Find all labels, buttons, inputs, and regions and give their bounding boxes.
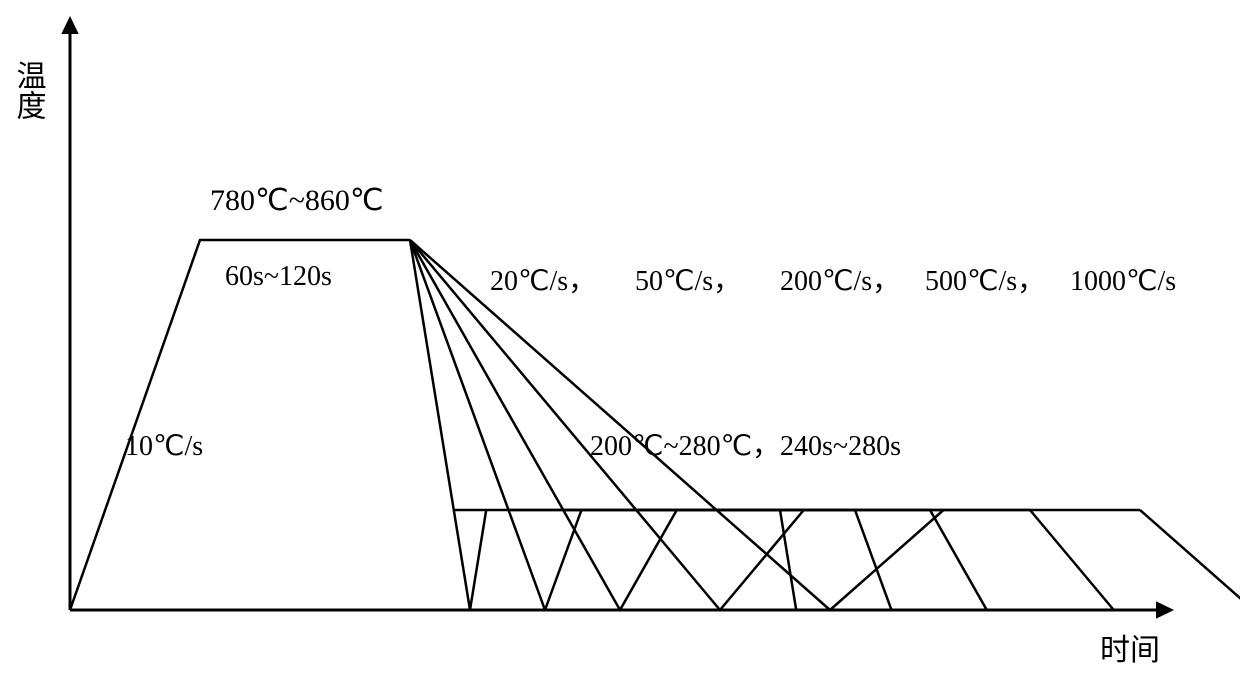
- hold-params-label: 200℃~280℃，240s~280s: [590, 431, 901, 462]
- x-axis-label: 时间: [1100, 634, 1160, 667]
- soak-time-label: 60s~120s: [225, 261, 332, 292]
- heat-rate-label: 10℃/s: [125, 431, 203, 462]
- cooling-rate-label-4: 1000℃/s: [1070, 266, 1176, 297]
- cooling-rate-label-3: 500℃/s，: [925, 266, 1045, 297]
- thermal-cycle-diagram: 温度时间 780℃~860℃ 60s~120s 10℃/s 200℃~280℃，240s…: [0, 0, 1240, 698]
- reheat-line-1: [545, 510, 581, 610]
- final-cool-4: [1140, 510, 1240, 610]
- cooling-line-0: [410, 240, 470, 610]
- y-axis-arrow: [61, 16, 79, 34]
- reheat-line-0: [470, 510, 486, 610]
- final-cool-0: [780, 510, 796, 610]
- final-cool-2: [930, 510, 987, 610]
- cooling-rate-label-1: 50℃/s，: [635, 266, 741, 297]
- final-cool-3: [1030, 510, 1114, 610]
- cooling-rate-label-2: 200℃/s，: [780, 266, 900, 297]
- x-axis-arrow: [1156, 601, 1174, 619]
- cooling-rate-label-0: 20℃/s，: [490, 266, 596, 297]
- cooling-line-4: [410, 240, 830, 610]
- heat-and-soak-curve: [70, 240, 410, 610]
- soak-temp-label: 780℃~860℃: [210, 184, 384, 217]
- y-axis-label: 温度: [12, 60, 46, 120]
